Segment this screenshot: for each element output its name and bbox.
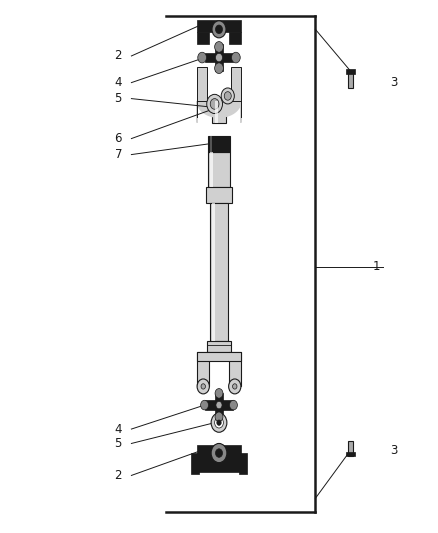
Text: 5: 5 xyxy=(115,437,122,450)
Circle shape xyxy=(212,21,226,38)
Bar xyxy=(210,136,212,152)
Circle shape xyxy=(207,94,223,114)
Circle shape xyxy=(215,449,223,457)
Bar xyxy=(197,352,241,361)
Circle shape xyxy=(198,52,207,63)
Circle shape xyxy=(201,400,208,410)
Circle shape xyxy=(197,379,209,394)
Bar xyxy=(210,152,213,187)
Text: 7: 7 xyxy=(114,148,122,161)
Circle shape xyxy=(215,42,223,52)
Circle shape xyxy=(211,443,227,463)
Bar xyxy=(197,445,241,458)
Bar xyxy=(231,67,241,101)
Circle shape xyxy=(215,53,223,62)
Circle shape xyxy=(215,389,223,398)
Circle shape xyxy=(210,99,219,109)
Polygon shape xyxy=(197,101,241,123)
Bar xyxy=(346,69,355,74)
Text: 4: 4 xyxy=(114,423,122,435)
Circle shape xyxy=(231,52,240,63)
Circle shape xyxy=(221,88,234,104)
Bar xyxy=(215,101,218,123)
Text: 5: 5 xyxy=(115,92,122,105)
Bar xyxy=(229,32,241,44)
Text: 1: 1 xyxy=(373,260,381,273)
Bar xyxy=(348,73,353,88)
Text: 3: 3 xyxy=(391,444,398,457)
Bar xyxy=(208,152,230,187)
Bar xyxy=(212,101,226,123)
Circle shape xyxy=(217,420,221,425)
Text: 2: 2 xyxy=(114,469,122,482)
Circle shape xyxy=(211,413,227,432)
Bar xyxy=(215,44,223,71)
Circle shape xyxy=(215,417,223,428)
Bar xyxy=(205,400,233,410)
Text: 6: 6 xyxy=(114,132,122,145)
Bar xyxy=(197,20,241,32)
Circle shape xyxy=(215,412,223,422)
Circle shape xyxy=(215,25,223,34)
Circle shape xyxy=(216,401,222,409)
Circle shape xyxy=(230,400,237,410)
Bar xyxy=(215,393,223,417)
Bar xyxy=(197,67,207,101)
Bar xyxy=(210,203,228,341)
Bar xyxy=(207,341,231,352)
Circle shape xyxy=(224,92,231,100)
Text: 4: 4 xyxy=(114,76,122,89)
Circle shape xyxy=(233,384,237,389)
Circle shape xyxy=(229,379,241,394)
Text: 3: 3 xyxy=(391,76,398,89)
Bar xyxy=(191,453,199,474)
Bar xyxy=(197,352,209,386)
Circle shape xyxy=(201,384,205,389)
Bar xyxy=(346,452,355,456)
Bar xyxy=(348,441,353,456)
Bar xyxy=(208,136,230,152)
Bar xyxy=(206,187,232,203)
Bar xyxy=(205,53,233,62)
Bar xyxy=(229,352,241,386)
Bar xyxy=(192,456,246,472)
Circle shape xyxy=(215,63,223,74)
Text: 2: 2 xyxy=(114,50,122,62)
Bar xyxy=(197,32,209,44)
Bar xyxy=(212,203,215,341)
Bar xyxy=(239,453,247,474)
